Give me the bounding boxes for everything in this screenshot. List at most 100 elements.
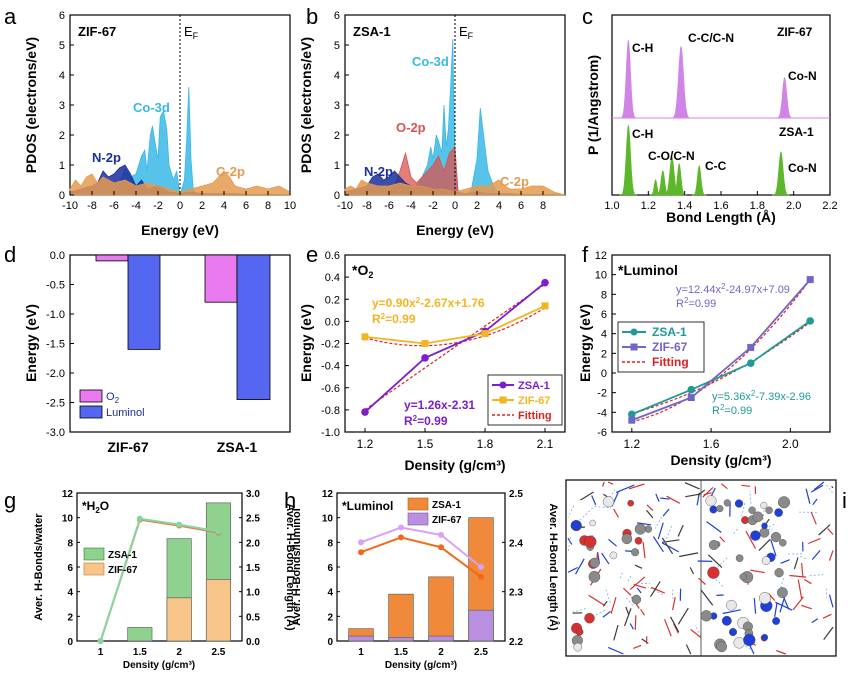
panel-f-r2-zsa: R2=0.99 (712, 403, 752, 417)
a-xtick-label-9: 8 (265, 200, 271, 212)
panel-g-xlabel: Density (g/cm³) (123, 660, 195, 671)
g-xtick-label-2: 2 (176, 647, 182, 658)
panel-b-tag: ZSA-1 (353, 24, 391, 39)
h-bar-zsa-1 (388, 593, 414, 642)
h-xtick-label-2: 2 (438, 647, 444, 658)
panel-e-legend-zsa-marker (499, 381, 507, 389)
panel-letter-b: b (306, 4, 318, 29)
a-ytick-label-0: 0 (59, 190, 65, 202)
e-xtick-label-0: 1.2 (357, 437, 374, 451)
a-ytick-label-1: 1 (59, 160, 65, 172)
i-atom-62 (573, 642, 583, 652)
i-bond-2 (640, 608, 646, 616)
panel-h-luminol-hbonds: 1 1.5 2 2.5 0 2 4 6 8 10 12 2.2 2.3 2.4 2.5 *Luminol Z… (291, 489, 560, 671)
panel-e-legend: ZSA-1 ZIF-67 Fitting (487, 374, 563, 426)
panel-e-ylabel: Energy (eV) (298, 304, 314, 382)
f-line-1 (631, 279, 811, 422)
panel-c-peak-ch-bottom: C-H (632, 127, 653, 141)
panel-e-r2-zsa: R2=0.99 (404, 414, 448, 428)
panel-g-plot (97, 502, 231, 644)
f-ytick-label-3: 6 (601, 309, 607, 321)
panel-a-pdos-zif67: -10 -8 -6 -4 -2 0 2 4 6 8 10 0 1 2 3 4 5 6 ZIF-67 EF Co-3… (23, 10, 296, 238)
i-bond-12 (808, 538, 821, 545)
i-bond-58 (578, 507, 594, 522)
panel-d-legend-swatch-luminol (79, 405, 103, 419)
i-bond-0 (698, 577, 706, 585)
d-ytick-label-3: -1.5 (46, 339, 65, 351)
panel-d-bars (95, 254, 271, 400)
i-bond-29 (732, 528, 738, 535)
b-ytick-label-2: 2 (334, 130, 340, 142)
e-ytick-label-2: 0.2 (325, 294, 340, 306)
panel-a-c2p-label: C-2p (216, 164, 245, 179)
e-ytick-label-7: -0.8 (321, 405, 340, 417)
g-y2tick-label-0: 0.0 (246, 637, 260, 648)
panel-letter-f: f (582, 242, 589, 267)
g-xtick-label-3: 2.5 (211, 647, 225, 658)
a-xtick-label-10: 10 (284, 200, 296, 212)
i-bond-108 (655, 493, 660, 502)
h-length-marker-0-1 (398, 534, 404, 541)
panel-c-peak-cc-bottom: C-C (705, 159, 727, 173)
i-bond-20 (602, 610, 611, 618)
panel-c-ylabel: P (1/Angstrom) (585, 55, 601, 155)
panel-b-ef-label: EF (459, 24, 474, 41)
i-atom-9 (627, 499, 635, 507)
panel-h-legend-zif: ZIF-67 (432, 515, 462, 526)
panel-c-peak-ccn-top: C-C/C-N (688, 31, 734, 45)
panel-b-co3d-label: Co-3d (412, 54, 449, 69)
e-ytick-label-6: -0.6 (321, 383, 340, 395)
c-xtick-label-5: 2.0 (786, 200, 801, 212)
f-marker-1-1 (687, 394, 695, 402)
panel-f-ylabel: Energy (eV) (577, 304, 593, 382)
a-xtick-label-5: 0 (177, 200, 183, 212)
panel-f-tag: *Luminol (618, 262, 678, 278)
b-ytick-label-1: 1 (334, 160, 340, 172)
i-atom-19 (602, 496, 615, 508)
i-bond-35 (809, 574, 825, 576)
i-bond-38 (801, 604, 812, 610)
a-xtick-label-4: -2 (153, 200, 163, 212)
i-atom-10 (716, 641, 727, 653)
f-ytick-label-4: 4 (601, 329, 607, 341)
f-fit-line-1 (631, 279, 811, 423)
panel-c-series (619, 39, 794, 196)
g-y2tick-label-4: 2.0 (246, 538, 260, 549)
panel-b-ylabel: PDOS (electrons/eV) (298, 37, 314, 173)
g-ytick-label-6: 12 (62, 489, 74, 500)
panel-a-ef-label: EF (184, 24, 199, 41)
h-xtick-label-3: 2.5 (474, 647, 488, 658)
panel-g-ylabel2: Aver. H-Bond Length (Å) (284, 503, 297, 631)
i-bond-122 (622, 587, 632, 596)
panel-c-peak-con-bottom: C-O/C-N (648, 149, 695, 163)
i-bond-115 (758, 538, 771, 552)
i-bond-150 (805, 488, 811, 504)
e-line-0 (364, 282, 546, 413)
g-length-marker-1-3 (215, 528, 222, 535)
i-bond-5 (685, 644, 692, 655)
g-ytick-label-3: 6 (67, 563, 73, 574)
i-atom-5 (778, 496, 791, 509)
i-atom-23 (721, 615, 732, 626)
a-series-2-area (69, 170, 291, 196)
e-marker-1-0 (361, 333, 369, 341)
g-y2tick-label-2: 1.0 (246, 588, 260, 599)
b-xtick-label-2: -6 (384, 200, 394, 212)
i-atom-32 (570, 520, 581, 531)
f-fit-line-0 (631, 321, 811, 414)
i-bond-112 (634, 564, 643, 569)
panel-a-co3d-label: Co-3d (133, 100, 170, 115)
i-bond-120 (689, 567, 695, 575)
panel-a-series (69, 86, 291, 196)
panel-g-ylabel: Aver. H-Bonds/water (33, 513, 45, 621)
e-xtick-label-3: 2.1 (537, 437, 554, 451)
i-bond-86 (669, 616, 680, 633)
i-bond-154 (810, 484, 824, 493)
f-marker-1-2 (747, 343, 755, 351)
i-atom-41 (739, 573, 747, 581)
i-atom-69 (634, 523, 646, 535)
a-xtick-label-8: 6 (243, 200, 249, 212)
i-bond-138 (595, 609, 607, 616)
i-atom-35 (779, 539, 787, 547)
panel-g-legend-swatch-zsa (83, 547, 105, 561)
